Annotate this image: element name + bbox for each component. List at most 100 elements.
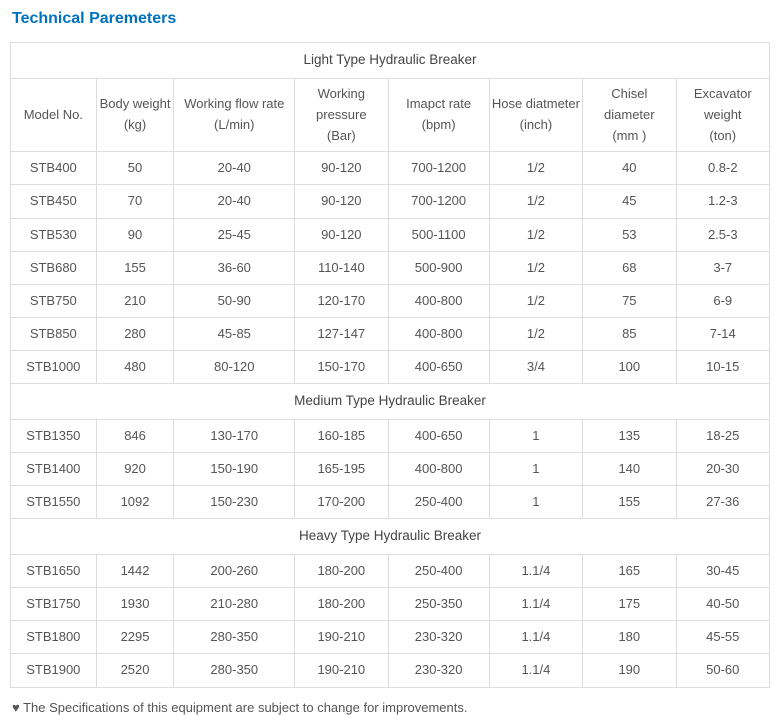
medium-cell: 1: [489, 419, 582, 452]
medium-cell: STB1400: [11, 453, 97, 486]
section-light: Light Type Hydraulic Breaker: [11, 43, 770, 79]
light-cell: 90: [96, 218, 174, 251]
light-cell: 50: [96, 152, 174, 185]
medium-cell: 140: [583, 453, 676, 486]
heavy-cell: 45-55: [676, 621, 769, 654]
light-cell: 90-120: [295, 218, 388, 251]
heavy-cell: 1.1/4: [489, 654, 582, 687]
light-cell: 400-800: [388, 317, 489, 350]
medium-cell: 1092: [96, 486, 174, 519]
medium-cell: STB1550: [11, 486, 97, 519]
light-cell: STB680: [11, 251, 97, 284]
table-row: STB18002295280-350190-210230-3201.1/4180…: [11, 621, 770, 654]
column-header-4: Imapct rate(bpm): [388, 78, 489, 151]
heavy-cell: 280-350: [174, 621, 295, 654]
light-cell: 50-90: [174, 284, 295, 317]
light-cell: 0.8-2: [676, 152, 769, 185]
light-cell: 90-120: [295, 152, 388, 185]
light-cell: 480: [96, 350, 174, 383]
light-cell: 20-40: [174, 185, 295, 218]
heavy-cell: 165: [583, 555, 676, 588]
column-header-0: Model No.: [11, 78, 97, 151]
table-row: STB4507020-4090-120700-12001/2451.2-3: [11, 185, 770, 218]
light-cell: 127-147: [295, 317, 388, 350]
medium-cell: 135: [583, 419, 676, 452]
heavy-cell: 230-320: [388, 654, 489, 687]
medium-cell: 150-230: [174, 486, 295, 519]
light-cell: 1/2: [489, 317, 582, 350]
heavy-cell: 280-350: [174, 654, 295, 687]
light-cell: 70: [96, 185, 174, 218]
heavy-cell: 180-200: [295, 588, 388, 621]
light-cell: STB850: [11, 317, 97, 350]
light-cell: 110-140: [295, 251, 388, 284]
light-cell: STB450: [11, 185, 97, 218]
medium-cell: 27-36: [676, 486, 769, 519]
heavy-cell: 200-260: [174, 555, 295, 588]
heavy-cell: STB1750: [11, 588, 97, 621]
page-title: Technical Paremeters: [10, 10, 770, 28]
spec-table: Light Type Hydraulic BreakerModel No.Bod…: [10, 42, 770, 688]
light-cell: 3-7: [676, 251, 769, 284]
light-cell: 400-800: [388, 284, 489, 317]
heavy-cell: STB1650: [11, 555, 97, 588]
medium-cell: 400-800: [388, 453, 489, 486]
column-header-2: Working flow rate (L/min): [174, 78, 295, 151]
medium-cell: 160-185: [295, 419, 388, 452]
light-cell: 280: [96, 317, 174, 350]
heavy-cell: 1.1/4: [489, 588, 582, 621]
light-cell: 100: [583, 350, 676, 383]
medium-cell: 130-170: [174, 419, 295, 452]
medium-cell: 846: [96, 419, 174, 452]
table-row: STB85028045-85127-147400-8001/2857-14: [11, 317, 770, 350]
table-row: STB1400920150-190165-195400-800114020-30: [11, 453, 770, 486]
light-cell: 1/2: [489, 251, 582, 284]
section-medium: Medium Type Hydraulic Breaker: [11, 383, 770, 419]
light-cell: STB750: [11, 284, 97, 317]
medium-cell: 250-400: [388, 486, 489, 519]
medium-cell: 1: [489, 486, 582, 519]
table-row: STB19002520280-350190-210230-3201.1/4190…: [11, 654, 770, 687]
heavy-cell: 1930: [96, 588, 174, 621]
heavy-cell: 2295: [96, 621, 174, 654]
column-header-7: Excavator weight(ton): [676, 78, 769, 151]
light-cell: 10-15: [676, 350, 769, 383]
light-cell: 155: [96, 251, 174, 284]
table-row: STB75021050-90120-170400-8001/2756-9: [11, 284, 770, 317]
medium-cell: 920: [96, 453, 174, 486]
heavy-cell: 1.1/4: [489, 555, 582, 588]
light-cell: 210: [96, 284, 174, 317]
light-cell: 3/4: [489, 350, 582, 383]
light-cell: 1/2: [489, 218, 582, 251]
medium-cell: 20-30: [676, 453, 769, 486]
heavy-cell: 190-210: [295, 654, 388, 687]
heavy-cell: 30-45: [676, 555, 769, 588]
heavy-cell: 190-210: [295, 621, 388, 654]
light-cell: STB530: [11, 218, 97, 251]
light-cell: 1/2: [489, 284, 582, 317]
heavy-cell: 40-50: [676, 588, 769, 621]
table-row: STB4005020-4090-120700-12001/2400.8-2: [11, 152, 770, 185]
heavy-cell: 2520: [96, 654, 174, 687]
table-row: STB16501442200-260180-200250-4001.1/4165…: [11, 555, 770, 588]
light-cell: 2.5-3: [676, 218, 769, 251]
light-cell: 20-40: [174, 152, 295, 185]
light-cell: 120-170: [295, 284, 388, 317]
table-row: STB68015536-60110-140500-9001/2683-7: [11, 251, 770, 284]
column-header-1: Body weight(kg): [96, 78, 174, 151]
medium-cell: 165-195: [295, 453, 388, 486]
medium-cell: 170-200: [295, 486, 388, 519]
heavy-cell: STB1900: [11, 654, 97, 687]
light-cell: 700-1200: [388, 185, 489, 218]
light-cell: 80-120: [174, 350, 295, 383]
light-cell: 40: [583, 152, 676, 185]
medium-cell: 1: [489, 453, 582, 486]
table-row: STB5309025-4590-120500-11001/2532.5-3: [11, 218, 770, 251]
light-cell: STB1000: [11, 350, 97, 383]
heavy-cell: 1.1/4: [489, 621, 582, 654]
heavy-cell: STB1800: [11, 621, 97, 654]
heavy-cell: 250-350: [388, 588, 489, 621]
heavy-cell: 210-280: [174, 588, 295, 621]
heavy-cell: 180-200: [295, 555, 388, 588]
light-cell: 400-650: [388, 350, 489, 383]
